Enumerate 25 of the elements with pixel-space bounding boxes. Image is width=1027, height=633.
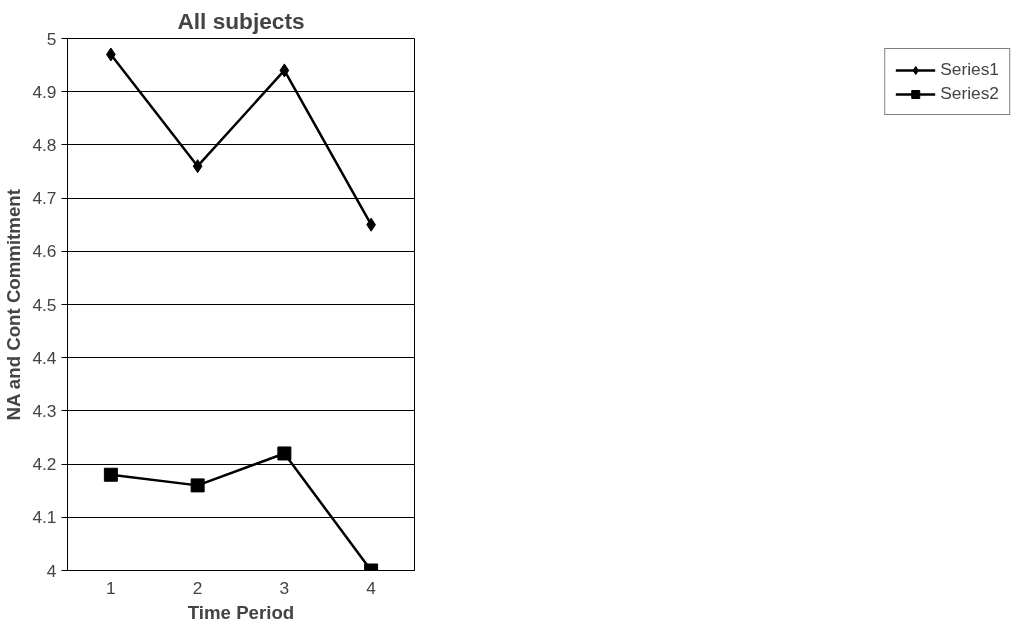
point xyxy=(190,478,205,493)
x-tick-label: 3 xyxy=(279,577,290,598)
y-tick-label: 4.6 xyxy=(32,241,57,262)
y-tick-label: 4.2 xyxy=(32,454,57,475)
point xyxy=(103,467,118,482)
point xyxy=(277,446,292,461)
y-tick-label: 4.8 xyxy=(32,134,57,155)
y-tick-label: 5 xyxy=(46,28,57,49)
legend-label: Series2 xyxy=(940,83,999,104)
x-tick-label: 4 xyxy=(366,577,377,598)
y-axis-title: NA and Cont Commitment xyxy=(3,189,25,421)
point xyxy=(279,63,290,78)
y-tick-label: 4.4 xyxy=(32,347,57,368)
y-tick-label: 4.9 xyxy=(32,81,57,102)
y-tick-label: 4.5 xyxy=(32,294,57,315)
chart-title: All subjects xyxy=(177,7,305,34)
legend-label: Series1 xyxy=(940,59,999,80)
x-axis-title: Time Period xyxy=(187,601,295,623)
point xyxy=(192,159,203,174)
y-tick-label: 4.7 xyxy=(32,188,57,209)
x-tick-label: 1 xyxy=(106,577,116,598)
x-tick-label: 2 xyxy=(192,577,203,598)
y-tick-label: 4.3 xyxy=(32,400,57,421)
y-tick-label: 4.1 xyxy=(32,507,57,528)
y-tick-label: 4 xyxy=(46,560,57,581)
